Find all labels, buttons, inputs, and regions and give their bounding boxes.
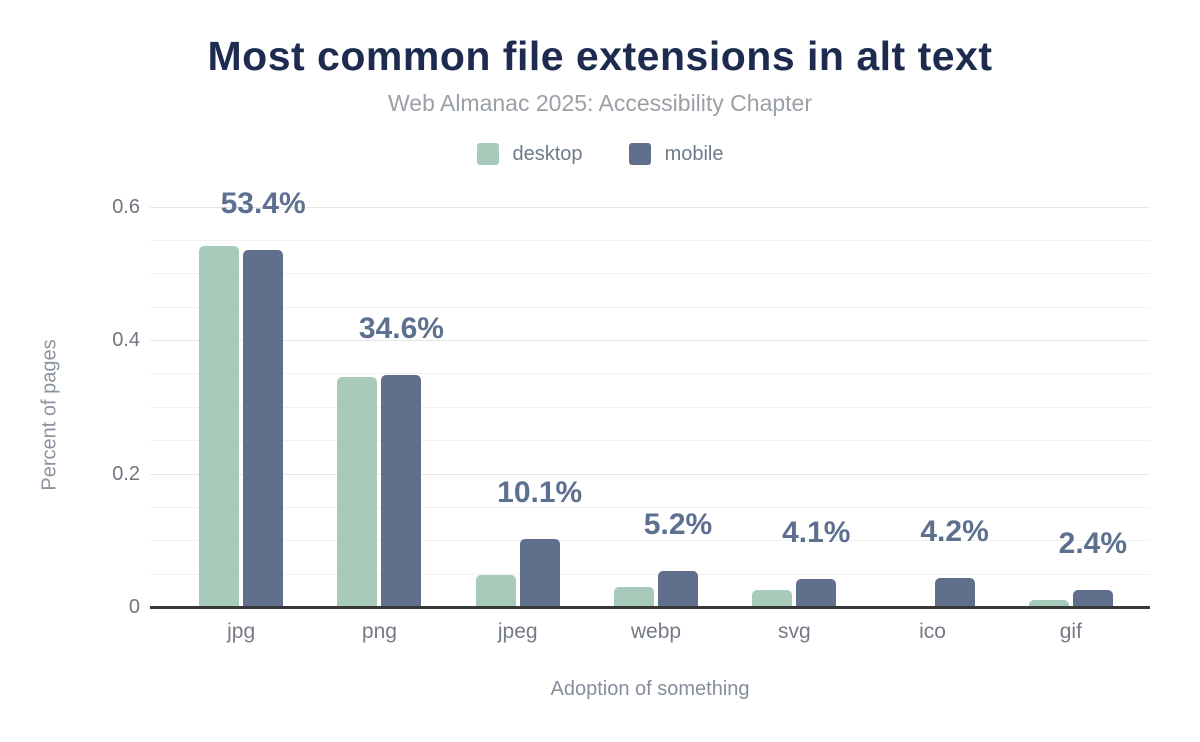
- bar-desktop-gif[interactable]: [1028, 600, 1069, 606]
- legend: desktop mobile: [0, 141, 1200, 167]
- value-label-jpeg: 10.1%: [497, 475, 583, 509]
- legend-label-mobile: mobile: [664, 142, 724, 165]
- gridline: [150, 473, 1150, 475]
- gridline: [150, 340, 1150, 341]
- y-tick-label: 0.6: [112, 195, 140, 218]
- bar-desktop-png[interactable]: [337, 377, 378, 606]
- x-category-label-gif: gif: [1059, 620, 1082, 643]
- x-category-label-webp: webp: [630, 620, 682, 643]
- value-label-png: 34.6%: [358, 312, 444, 346]
- y-tick-label: 0: [128, 596, 140, 618]
- bar-mobile-gif[interactable]: [1072, 589, 1113, 606]
- bar-desktop-webp[interactable]: [613, 587, 654, 606]
- gridline: [150, 506, 1150, 508]
- x-category-label-ico: ico: [919, 620, 946, 643]
- y-axis-title: Percent of pages: [38, 339, 61, 491]
- value-label-webp: 5.2%: [643, 508, 713, 542]
- x-axis-title: Adoption of something: [550, 678, 750, 700]
- gridline: [150, 440, 1150, 442]
- chart-subtitle: Web Almanac 2025: Accessibility Chapter: [387, 90, 813, 116]
- x-category-label-png: png: [361, 620, 397, 643]
- legend-swatch-desktop: [476, 143, 499, 165]
- gridline: [150, 573, 1150, 575]
- bar-desktop-jpeg[interactable]: [475, 574, 516, 606]
- value-label-jpg: 53.4%: [220, 186, 306, 220]
- bar-mobile-webp[interactable]: [657, 571, 698, 606]
- bar-group-png: [310, 200, 448, 606]
- gridline: [150, 273, 1150, 275]
- bar-group-jpg: [172, 200, 310, 606]
- bar-desktop-jpg[interactable]: [199, 245, 240, 606]
- x-axis-line: [150, 606, 1150, 609]
- bar-group-ico: [863, 200, 1001, 606]
- y-tick-label: 0.2: [112, 462, 140, 485]
- gridline: [150, 239, 1150, 241]
- legend-label-desktop: desktop: [512, 142, 583, 165]
- value-label-svg: 4.1%: [782, 515, 851, 549]
- bar-mobile-jpg[interactable]: [243, 249, 284, 606]
- value-label-gif: 2.4%: [1058, 526, 1128, 560]
- legend-item-desktop[interactable]: desktop: [476, 142, 583, 166]
- gridline: [150, 406, 1150, 408]
- x-category-label-jpeg: jpeg: [497, 620, 538, 643]
- bar-mobile-jpeg[interactable]: [519, 538, 560, 606]
- bar-mobile-png[interactable]: [381, 375, 422, 606]
- bar-group-svg: [725, 200, 863, 606]
- value-label-ico: 4.2%: [920, 514, 989, 548]
- bar-group-gif: [1002, 200, 1140, 606]
- y-tick-label: 0.4: [112, 329, 140, 351]
- legend-swatch-mobile: [628, 143, 651, 165]
- bar-mobile-svg[interactable]: [796, 578, 837, 606]
- chart-title: Most common file extensions in alt text: [207, 33, 993, 79]
- x-category-label-jpg: jpg: [227, 620, 256, 643]
- gridline: [150, 373, 1150, 375]
- bar-group-webp: [587, 200, 725, 606]
- bar-groups: [172, 200, 1140, 606]
- gridline: [150, 540, 1150, 542]
- x-category-label-svg: svg: [777, 620, 811, 643]
- bar-desktop-svg[interactable]: [752, 589, 793, 606]
- gridline: [150, 206, 1150, 208]
- bar-group-jpeg: [449, 200, 587, 606]
- bar-mobile-ico[interactable]: [934, 577, 975, 606]
- gridline: [150, 306, 1150, 308]
- legend-item-mobile[interactable]: mobile: [628, 142, 724, 166]
